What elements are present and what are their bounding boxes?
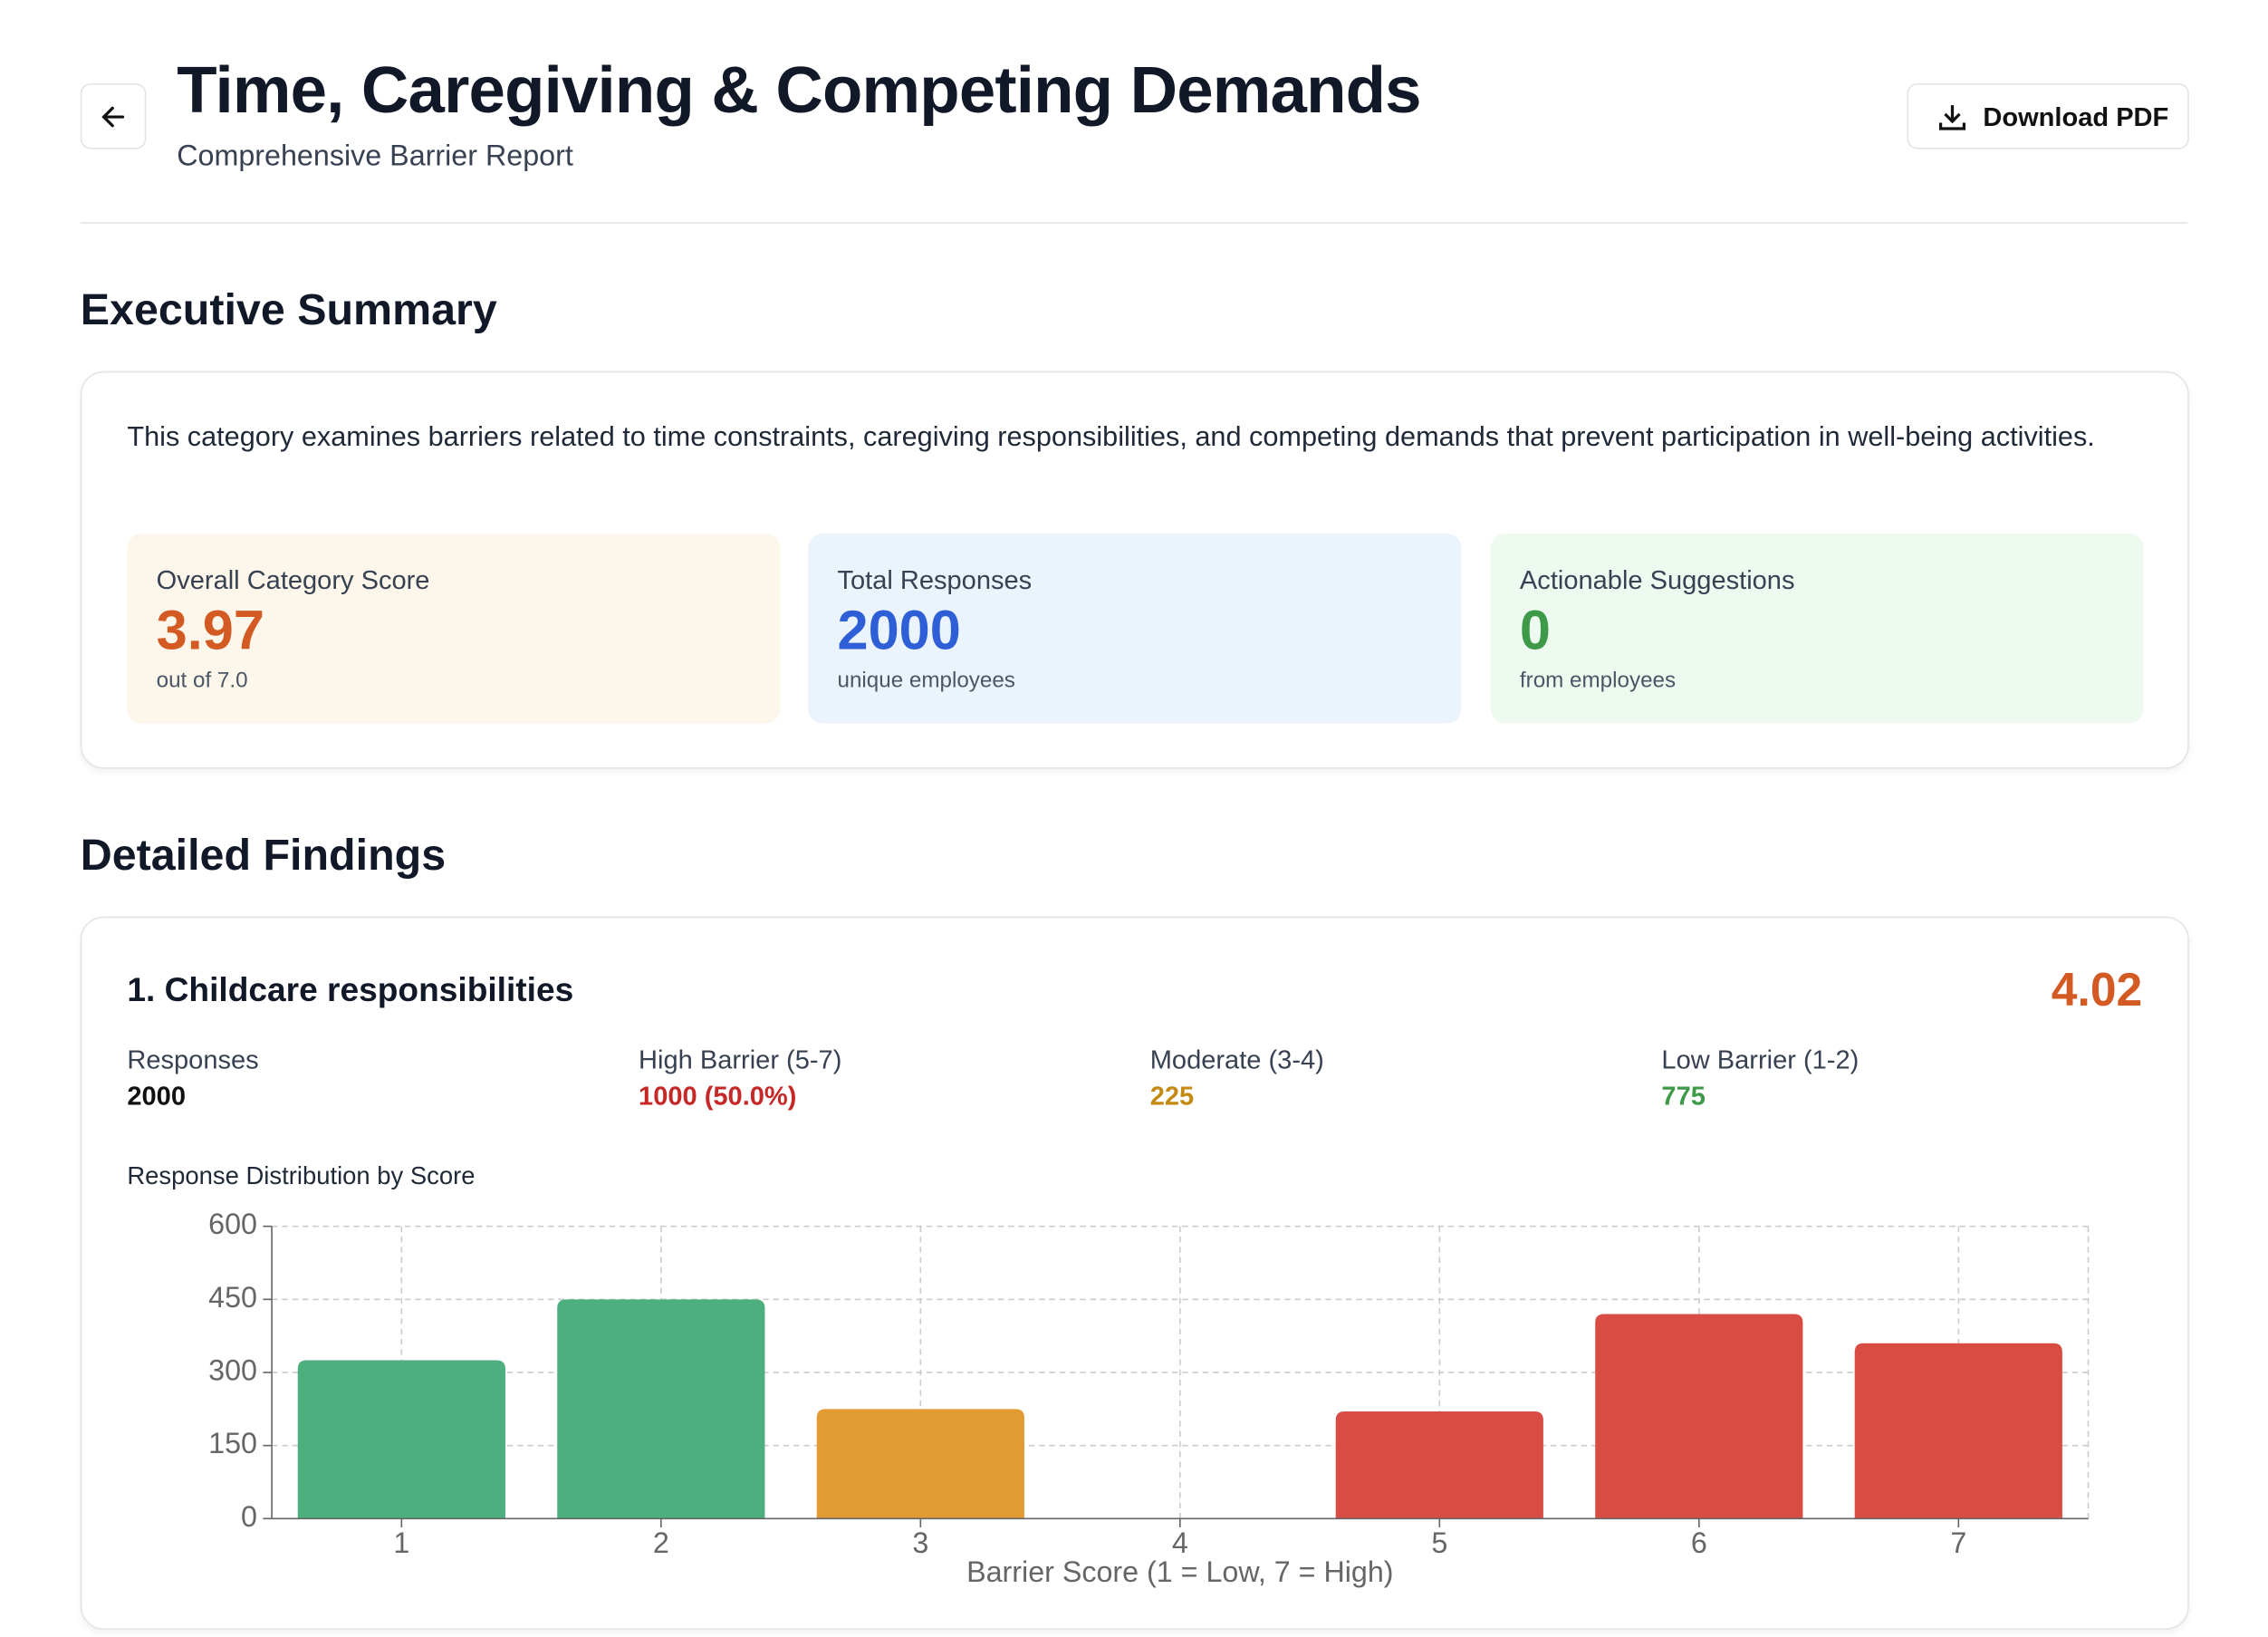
download-label: Download PDF <box>1983 101 2169 132</box>
stat-note: out of 7.0 <box>156 668 248 693</box>
stat-note: from employees <box>1519 668 1677 693</box>
x-axis-label: Barrier Score (1 = Low, 7 = High) <box>966 1555 1393 1588</box>
download-icon <box>1938 105 1966 130</box>
divider <box>80 222 2188 224</box>
x-tick-label: 6 <box>1691 1526 1707 1559</box>
stat-label: Total Responses <box>837 565 1033 595</box>
bar <box>1854 1343 2062 1519</box>
y-tick-label: 600 <box>208 1208 257 1240</box>
stat-value: 2000 <box>127 1081 186 1112</box>
summary-text: This category examines barriers related … <box>127 422 2095 454</box>
stat-value: 3.97 <box>156 601 264 662</box>
x-tick-label: 5 <box>1431 1526 1447 1559</box>
stat-label: Responses <box>127 1045 259 1074</box>
x-tick-label: 3 <box>912 1526 928 1559</box>
y-tick-label: 450 <box>208 1281 257 1314</box>
stat-value: 0 <box>1519 601 1552 662</box>
finding-title: 1. Childcare responsibilities <box>127 970 574 1009</box>
stat-card: Overall Category Score 3.97 out of 7.0 <box>127 533 781 724</box>
download-button[interactable]: Download PDF <box>1907 82 2189 149</box>
y-axis-label: Number of R <box>154 1217 187 1382</box>
x-tick-label: 2 <box>653 1526 669 1559</box>
stat-card: Total Responses 2000 unique employees <box>808 533 1462 724</box>
back-icon <box>101 106 125 128</box>
x-tick-label: 7 <box>1950 1526 1966 1559</box>
y-tick-label: 0 <box>241 1500 257 1533</box>
stat-value: 775 <box>1661 1081 1706 1112</box>
stat-label: Overall Category Score <box>156 565 430 595</box>
x-tick-label: 4 <box>1172 1526 1188 1559</box>
stat-value: 2000 <box>837 601 961 662</box>
chart: 0 150 300 450 600 1 2 3 4 5 6 7 Barrier Score (1 = L… <box>154 1208 2090 1588</box>
chart-caption: Response Distribution by Score <box>127 1161 476 1190</box>
page-title: Time, Caregiving & Competing Demands <box>177 53 1421 128</box>
stat-note: unique employees <box>837 668 1015 693</box>
section-heading: Executive Summary <box>80 286 497 335</box>
bar <box>1595 1314 1803 1519</box>
page-subtitle: Comprehensive Barrier Report <box>177 140 573 173</box>
bar <box>557 1299 765 1519</box>
stat-value: 225 <box>1149 1081 1195 1112</box>
stat-label: Actionable Suggestions <box>1519 565 1795 595</box>
bar <box>297 1360 505 1519</box>
y-tick-label: 150 <box>208 1427 257 1459</box>
stat-card: Actionable Suggestions 0 from employees <box>1490 533 2144 724</box>
finding-score: 4.02 <box>2051 963 2143 1016</box>
back-button[interactable] <box>80 82 147 149</box>
y-tick-label: 300 <box>208 1353 257 1386</box>
bar <box>1335 1411 1543 1519</box>
bar <box>816 1409 1024 1519</box>
x-tick-label: 1 <box>393 1526 409 1559</box>
section-heading: Detailed Findings <box>80 832 447 881</box>
stat-label: Low Barrier (1-2) <box>1661 1045 1860 1074</box>
stat-value: 1000 (50.0%) <box>639 1081 797 1112</box>
stat-label: Moderate (3-4) <box>1149 1045 1324 1074</box>
stat-label: High Barrier (5-7) <box>639 1045 842 1074</box>
